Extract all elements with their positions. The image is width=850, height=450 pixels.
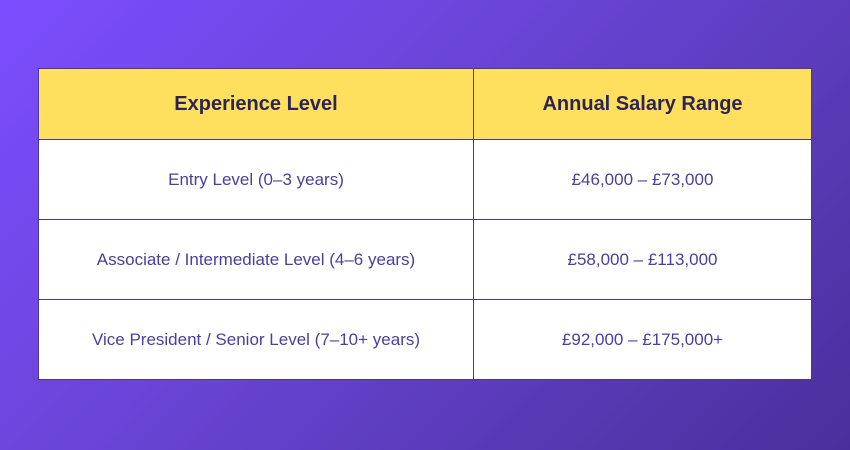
salary-table: Experience Level Annual Salary Range Ent… [38,68,812,380]
table-row: Vice President / Senior Level (7–10+ yea… [38,299,812,380]
salary-range-cell: £58,000 – £113,000 [473,219,812,300]
experience-level-cell: Vice President / Senior Level (7–10+ yea… [38,299,474,380]
table-header: Experience Level Annual Salary Range [38,68,812,140]
experience-level-cell: Entry Level (0–3 years) [38,139,474,220]
table-row: Entry Level (0–3 years) £46,000 – £73,00… [38,139,812,220]
header-experience-level: Experience Level [38,68,474,140]
table-row: Associate / Intermediate Level (4–6 year… [38,219,812,300]
table-body: Entry Level (0–3 years) £46,000 – £73,00… [38,139,812,380]
header-annual-salary-range: Annual Salary Range [473,68,812,140]
salary-range-cell: £92,000 – £175,000+ [473,299,812,380]
experience-level-cell: Associate / Intermediate Level (4–6 year… [38,219,474,300]
header-row: Experience Level Annual Salary Range [38,68,812,140]
salary-range-cell: £46,000 – £73,000 [473,139,812,220]
